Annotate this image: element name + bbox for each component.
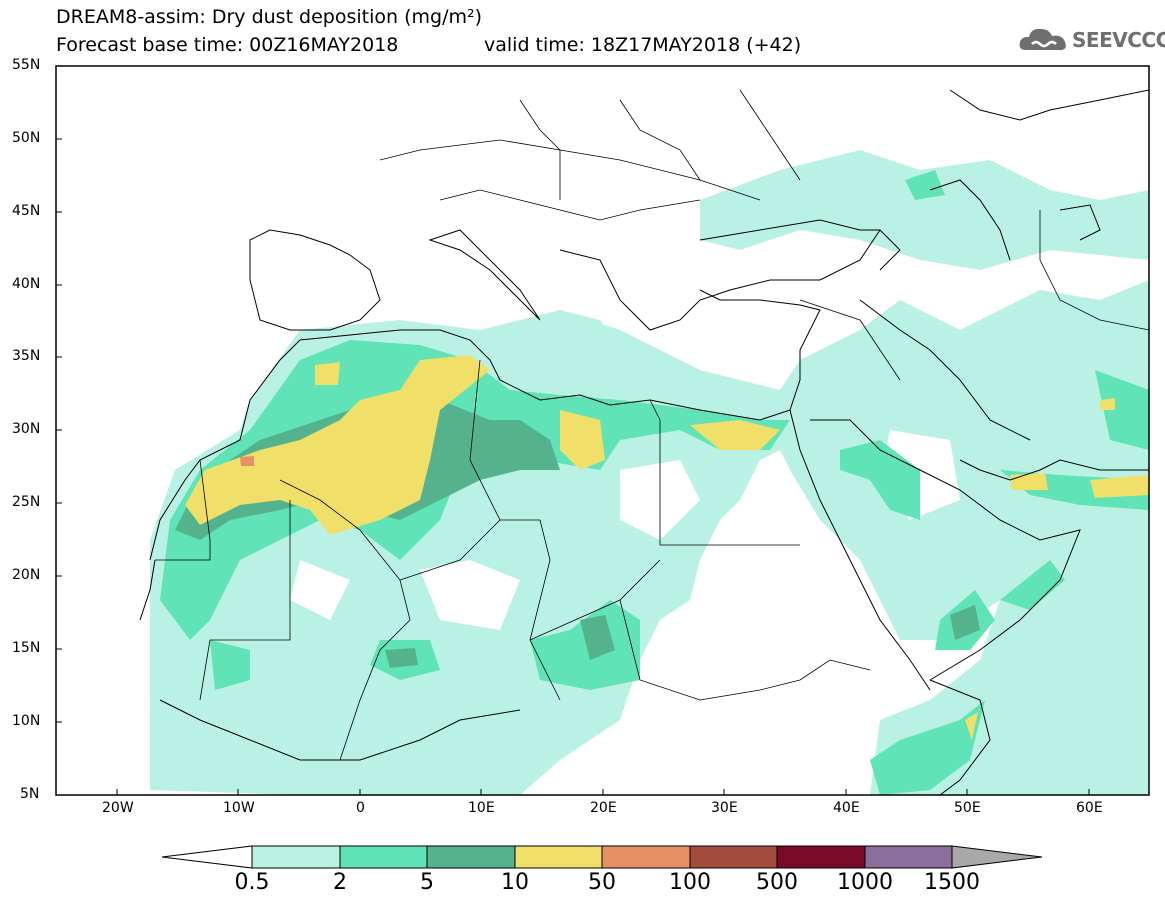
colorbar-bin-6 xyxy=(776,845,866,869)
colorbar-arrow-right xyxy=(951,845,1043,869)
lon-label-20w: 20W xyxy=(102,800,134,816)
lon-label-10w: 10W xyxy=(223,800,255,816)
colorbar xyxy=(161,845,1043,869)
lat-label-15n: 15N xyxy=(12,640,41,656)
colorbar-label-6: 500 xyxy=(756,870,798,895)
borders xyxy=(155,89,1149,761)
lat-label-30n: 30N xyxy=(12,421,41,437)
lon-label-50e: 50E xyxy=(954,800,981,816)
lat-label-5n: 5N xyxy=(20,786,40,802)
colorbar-bin-1 xyxy=(339,845,428,869)
forecast-base-time: Forecast base time: 00Z16MAY2018 xyxy=(56,34,399,56)
lat-label-20n: 20N xyxy=(12,567,41,583)
lon-label-10e: 10E xyxy=(468,800,495,816)
colorbar-label-2: 5 xyxy=(420,870,434,895)
lat-label-10n: 10N xyxy=(12,713,41,729)
colorbar-label-1: 2 xyxy=(333,870,347,895)
lon-label-20e: 20E xyxy=(590,800,617,816)
colorbar-label-5: 100 xyxy=(669,870,711,895)
lon-label-40e: 40E xyxy=(833,800,860,816)
lat-label-40n: 40N xyxy=(12,276,41,292)
lon-label-60e: 60E xyxy=(1076,800,1103,816)
lat-label-35n: 35N xyxy=(12,348,41,364)
colorbar-bin-4 xyxy=(601,845,691,869)
colorbar-bin-7 xyxy=(864,845,953,869)
cloud-icon xyxy=(1019,28,1066,50)
colorbar-label-4: 50 xyxy=(588,870,616,895)
colorbar-label-8: 1500 xyxy=(924,870,980,895)
seevccc-logo: SEEVCCC xyxy=(1018,24,1165,58)
colorbar-bin-3 xyxy=(514,845,603,869)
valid-time: valid time: 18Z17MAY2018 (+42) xyxy=(484,34,802,56)
dust-map xyxy=(55,65,1150,796)
colorbar-bin-2 xyxy=(426,845,516,869)
deposition-field xyxy=(139,89,1149,795)
lat-label-25n: 25N xyxy=(12,494,41,510)
logo-text: SEEVCCC xyxy=(1072,28,1165,52)
deposition-area-10 xyxy=(185,355,490,535)
lat-label-50n: 50N xyxy=(12,130,41,146)
colorbar-label-7: 1000 xyxy=(837,870,893,895)
deposition-area-low-north xyxy=(700,150,1149,270)
chart-title: DREAM8-assim: Dry dust deposition (mg/m²… xyxy=(56,6,483,28)
deposition-area-50 xyxy=(240,456,254,466)
lon-label-0: 0 xyxy=(356,800,365,816)
colorbar-bin-5 xyxy=(689,845,778,869)
lat-label-45n: 45N xyxy=(12,203,41,219)
colorbar-bin-0 xyxy=(251,845,341,869)
axis-ticks xyxy=(56,65,1090,795)
coastlines xyxy=(139,89,1149,795)
lon-label-30e: 30E xyxy=(711,800,738,816)
colorbar-arrow-left xyxy=(161,845,253,869)
deposition-area-2 xyxy=(160,340,790,640)
colorbar-label-0: 0.5 xyxy=(234,870,270,895)
colorbar-label-3: 10 xyxy=(501,870,529,895)
lat-label-55n: 55N xyxy=(12,57,41,73)
